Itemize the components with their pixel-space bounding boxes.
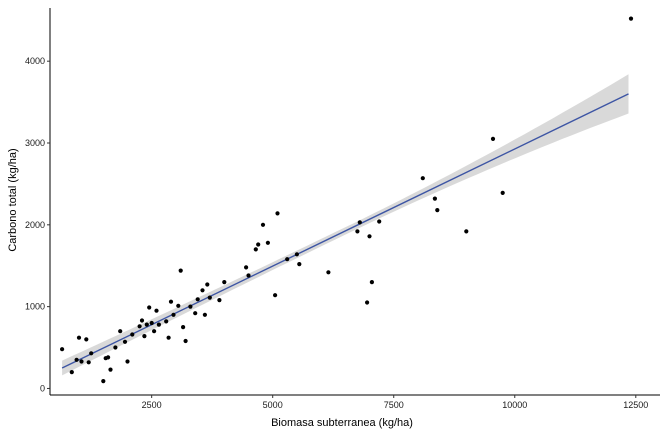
x-tick-label: 10000 [502,400,527,410]
data-point [365,300,370,305]
y-tick-label: 4000 [25,56,45,66]
data-point [500,190,505,195]
data-point [149,320,154,326]
data-point [74,357,79,362]
data-point [195,297,200,302]
data-point [464,229,469,234]
data-point [326,270,331,275]
x-axis-title: Biomasa subterranea (kg/ha) [271,417,413,429]
y-tick-label: 0 [40,383,45,393]
data-point [125,359,130,364]
data-point [244,265,249,270]
data-point [60,347,65,352]
data-point [369,280,374,285]
data-point [273,293,278,298]
data-point [246,273,251,278]
data-point [168,299,174,304]
data-point [294,252,299,257]
data-point [144,322,149,327]
data-point [367,234,372,239]
y-tick-label: 2000 [25,220,45,230]
data-point [285,257,290,262]
data-point [156,322,161,327]
data-point [183,338,188,344]
data-point [420,176,425,181]
data-point [130,332,135,337]
data-point [142,334,147,339]
data-point [122,339,128,344]
confidence-band-layer [62,74,629,376]
data-point [152,329,157,334]
y-tick-label: 1000 [25,302,45,312]
data-point [222,280,227,285]
data-point [108,367,113,372]
data-point [147,305,152,310]
data-point [79,359,84,364]
data-point [166,335,171,340]
data-point [76,335,82,340]
data-point [628,16,634,21]
data-point [253,247,258,252]
data-point [69,370,74,375]
data-point [106,355,111,360]
data-point [256,242,261,247]
data-point [355,229,360,234]
data-point [217,298,222,303]
y-axis-title: Carbono total (kg/ha) [7,148,19,251]
data-point [139,318,145,323]
axes: 2500 5000 7500 10000 12500 0 1000 2000 3000 4000 [25,8,660,410]
data-point [171,312,176,317]
data-point [193,311,198,316]
data-point [154,308,159,313]
fit-line-layer [61,93,629,369]
data-point [200,288,205,293]
data-point [435,208,440,213]
data-point [275,211,280,216]
data-point [101,379,106,384]
data-point [84,337,89,342]
confidence-band [62,74,629,376]
data-point [86,360,91,365]
data-point [188,304,193,309]
data-points-layer [60,16,634,384]
data-point [205,282,210,287]
data-point [118,329,123,334]
data-point [297,262,302,267]
data-point [260,222,266,227]
data-point [265,240,270,245]
data-point [357,220,362,225]
regression-line [61,93,629,369]
x-tick-label: 5000 [263,400,283,410]
data-point [377,219,382,224]
x-tick-label: 12500 [623,400,648,410]
data-point [432,196,437,201]
data-point [207,295,212,300]
data-point [89,351,94,356]
data-point [181,325,186,330]
y-tick-label: 3000 [25,138,45,148]
x-tick-label: 2500 [142,400,162,410]
data-point [137,324,142,329]
data-point [176,303,181,308]
data-point [164,319,169,324]
data-point [202,312,207,317]
data-point [113,345,118,350]
data-point [490,136,496,141]
data-point [178,268,183,273]
x-tick-label: 7500 [384,400,404,410]
